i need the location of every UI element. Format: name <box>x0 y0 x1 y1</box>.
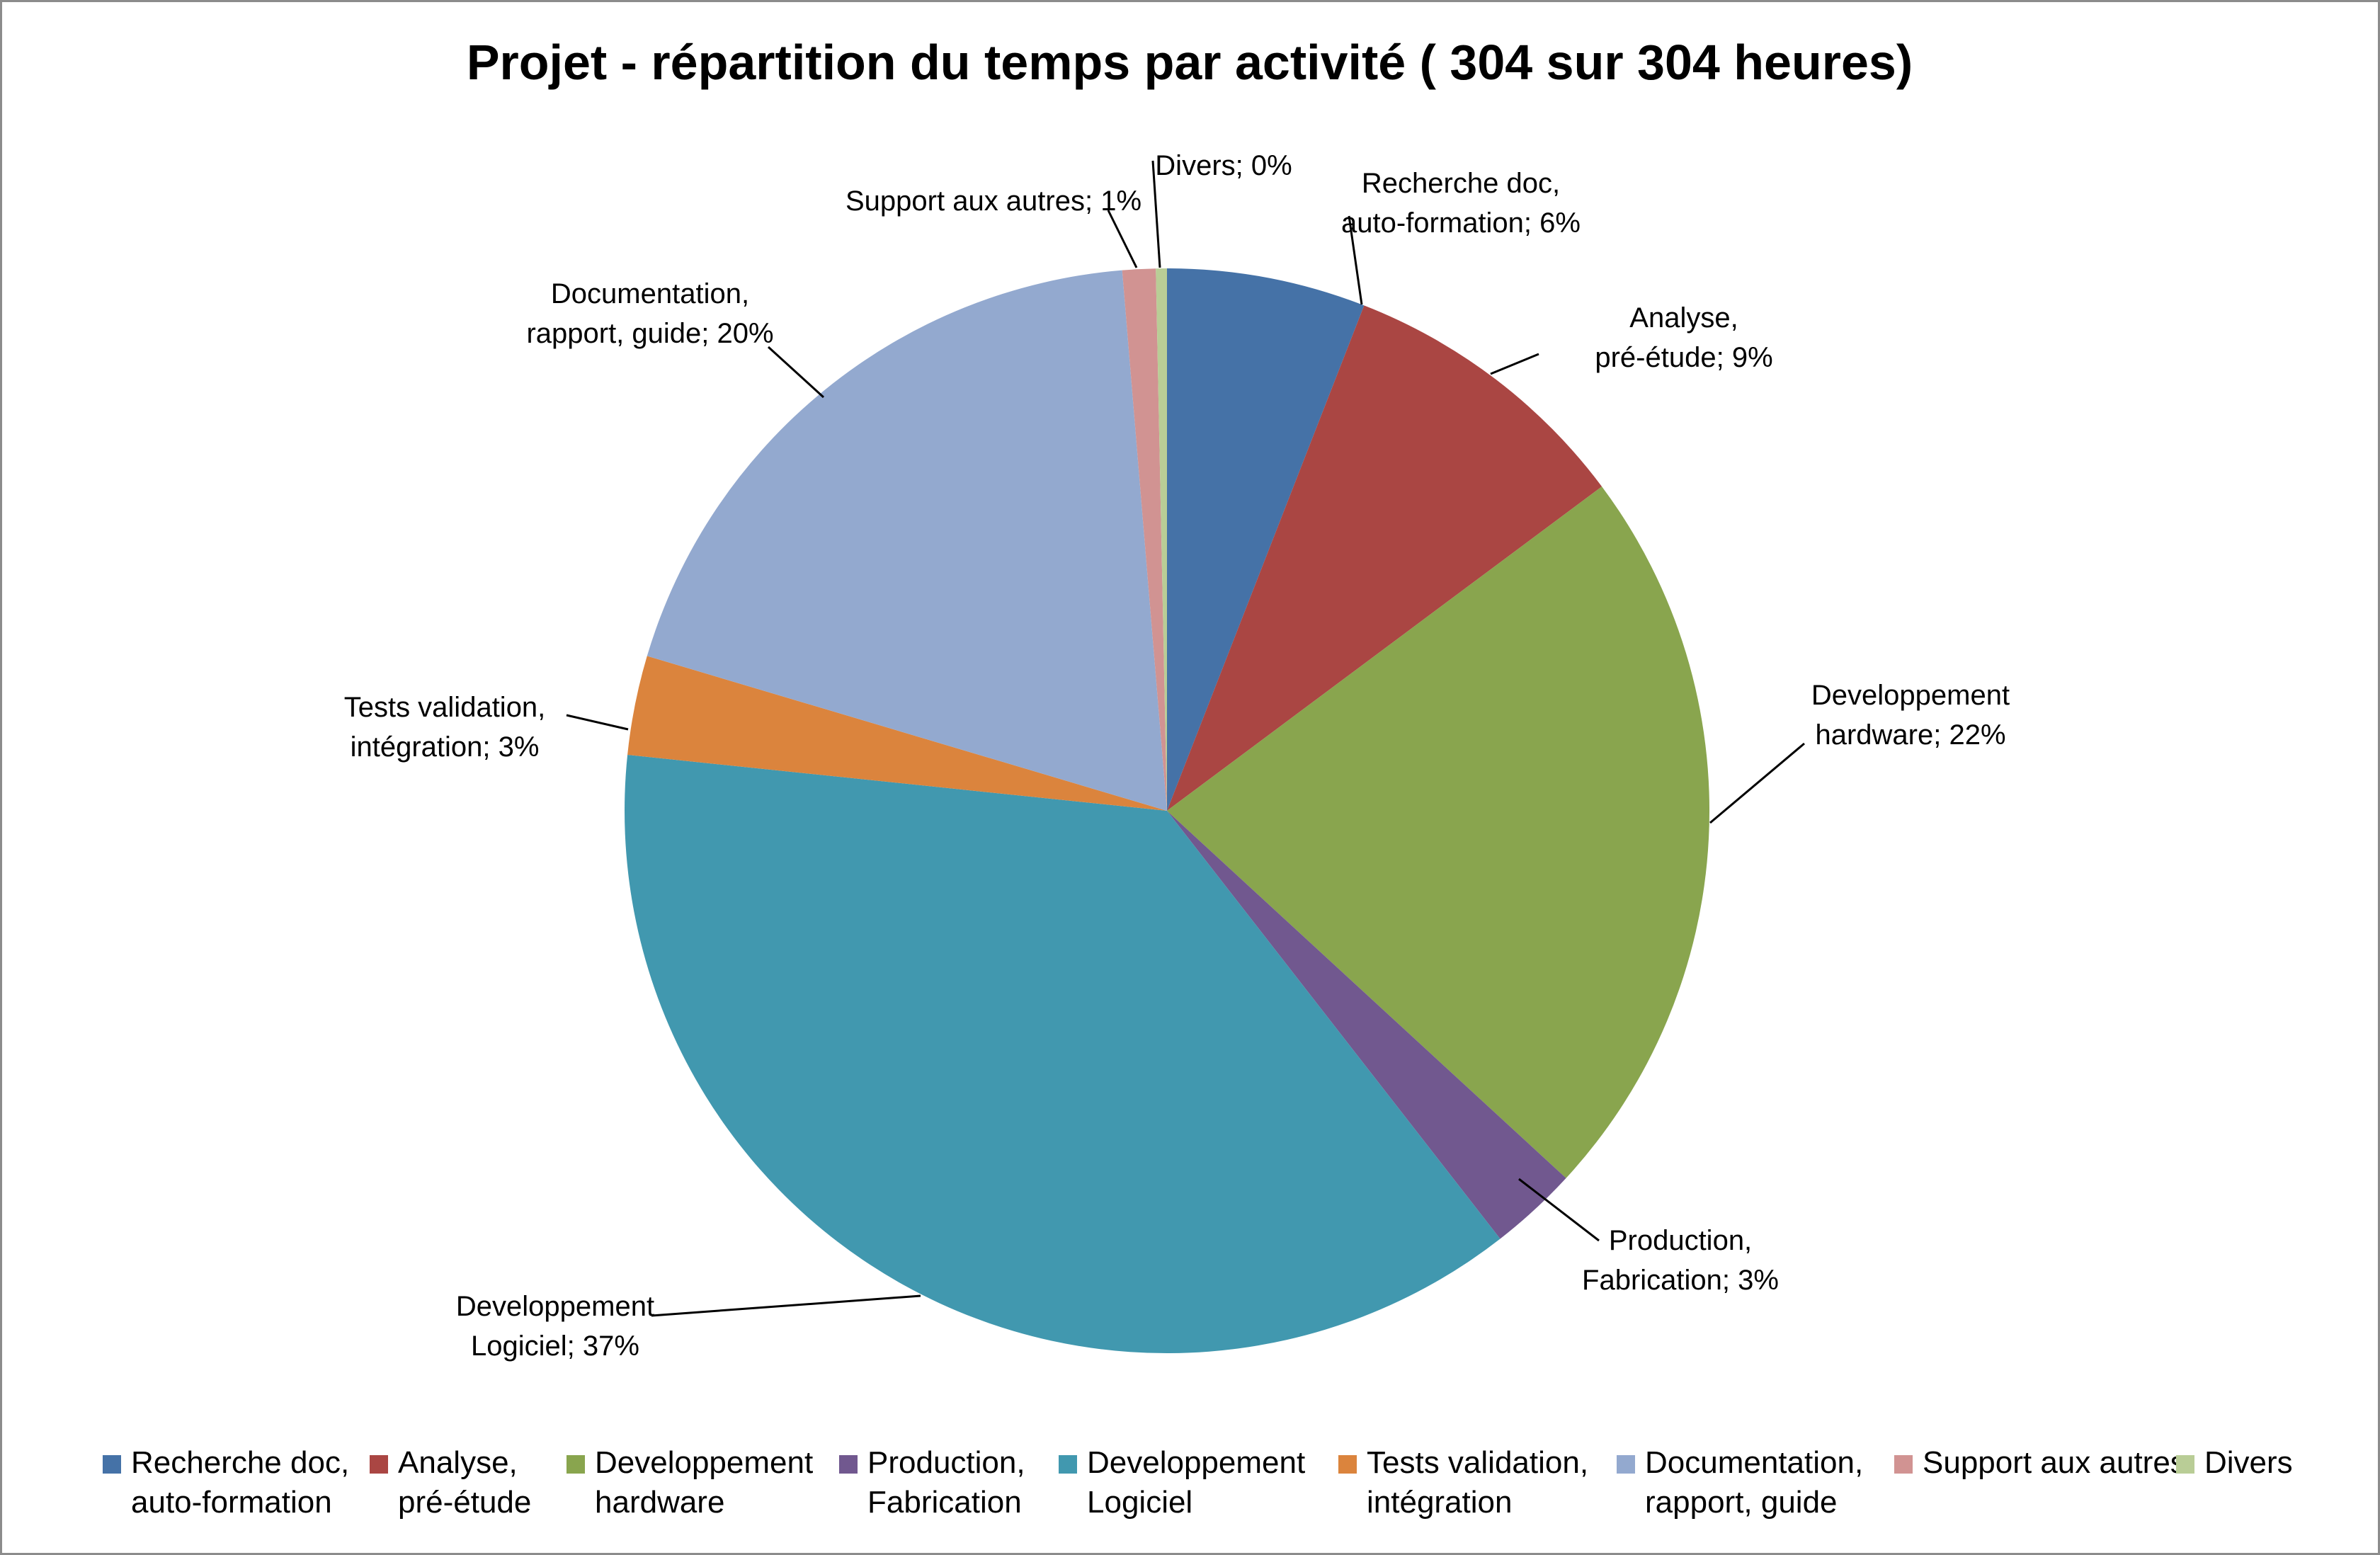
legend-entry: Support aux autres <box>1923 1445 2186 1480</box>
legend: Recherche doc, auto-formation Analyse, pré-… <box>103 1445 2293 1520</box>
legend-swatch <box>2176 1455 2194 1474</box>
legend-swatch <box>1059 1455 1077 1474</box>
data-label: Developpement hardware; 22% <box>1811 680 2010 751</box>
chart-title: Projet - répartition du temps par activi… <box>467 35 1913 90</box>
leader-line <box>651 1294 921 1317</box>
pie-slice <box>1167 486 1710 1178</box>
leader-line <box>566 714 629 731</box>
legend-entry: Tests validation, intégration <box>1367 1445 1588 1520</box>
pie-slice <box>647 270 1167 811</box>
data-label: Support aux autres; 1% <box>845 186 1141 217</box>
leader-line <box>1151 160 1161 268</box>
leader-line <box>1518 1178 1600 1242</box>
data-label: Tests validation, intégration; 3% <box>344 692 546 763</box>
pie-slice <box>1122 268 1167 811</box>
legend-entry: Divers <box>2204 1445 2293 1480</box>
data-labels: Recherche doc, auto-formation; 6%Analyse,… <box>344 150 2010 1362</box>
legend-entry: Developpement hardware <box>595 1445 813 1520</box>
leader-lines <box>566 160 1805 1317</box>
pie-slice <box>1167 305 1602 811</box>
data-label: Production, Fabrication; 3% <box>1582 1225 1779 1296</box>
legend-swatch <box>370 1455 388 1474</box>
pie-slice <box>627 656 1167 811</box>
pie-slice <box>625 755 1501 1354</box>
data-label: Recherche doc, auto-formation; 6% <box>1341 168 1581 239</box>
legend-entry: Developpement Logiciel <box>1087 1445 1305 1520</box>
legend-swatch <box>839 1455 858 1474</box>
data-label: Analyse, pré-étude; 9% <box>1595 302 1772 373</box>
legend-swatch <box>566 1455 585 1474</box>
legend-swatch <box>1617 1455 1635 1474</box>
pie-slice <box>1156 268 1167 811</box>
legend-swatch <box>103 1455 121 1474</box>
legend-entry: Documentation, rapport, guide <box>1645 1445 1863 1520</box>
pie-slices <box>625 268 1710 1354</box>
data-label: Developpement Logiciel; 37% <box>456 1291 654 1362</box>
data-label: Documentation, rapport, guide; 20% <box>526 278 773 349</box>
data-label: Divers; 0% <box>1155 150 1292 181</box>
leader-line <box>767 346 825 399</box>
leader-line <box>1709 742 1805 824</box>
legend-swatch <box>1338 1455 1357 1474</box>
pie-slice <box>1167 811 1566 1239</box>
pie-slice <box>1167 268 1365 811</box>
legend-entry: Recherche doc, auto-formation <box>131 1445 349 1520</box>
leader-line <box>1348 215 1363 305</box>
legend-entry: Production, Fabrication <box>867 1445 1025 1520</box>
leader-line <box>1107 210 1138 268</box>
legend-entry: Analyse, pré-étude <box>398 1445 531 1520</box>
legend-swatch <box>1894 1455 1913 1474</box>
leader-line <box>1490 353 1539 375</box>
